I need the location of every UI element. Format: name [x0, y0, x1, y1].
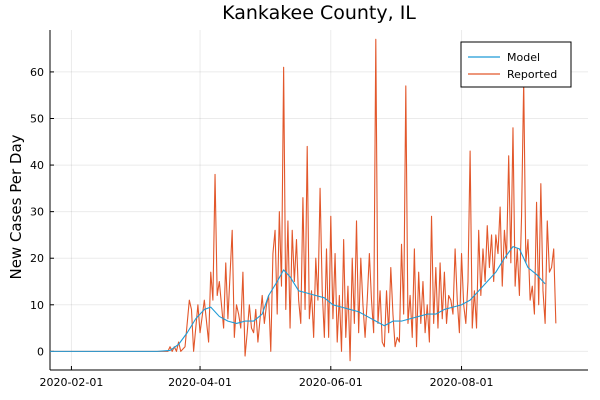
y-tick-label-6: 60 [30, 66, 44, 79]
y-tick-label-3: 30 [30, 206, 44, 219]
y-tick-label-5: 50 [30, 112, 44, 125]
x-tick-label-1: 2020-04-01 [168, 376, 232, 389]
y-tick-label-2: 20 [30, 252, 44, 265]
y-axis-title: New Cases Per Day [7, 134, 25, 279]
axes [49, 30, 588, 371]
y-tick-label-0: 0 [37, 345, 44, 358]
legend-label-reported: Reported [507, 68, 557, 81]
legend: Model Reported [460, 41, 572, 88]
x-tick-label-0: 2020-02-01 [39, 376, 103, 389]
series [50, 38, 557, 362]
series-line-reported [50, 38, 557, 362]
y-tick-label-4: 40 [30, 159, 44, 172]
tick-labels: 2020-02-01 2020-04-01 2020-06-01 2020-08-01… [30, 66, 494, 389]
x-tick-label-2: 2020-06-01 [299, 376, 363, 389]
y-tick-label-1: 10 [30, 299, 44, 312]
legend-label-model: Model [507, 51, 540, 64]
legend-box [460, 41, 572, 88]
series-line-model [50, 246, 546, 352]
x-tick-label-3: 2020-08-01 [430, 376, 494, 389]
chart-title: Kankakee County, IL [222, 2, 416, 24]
